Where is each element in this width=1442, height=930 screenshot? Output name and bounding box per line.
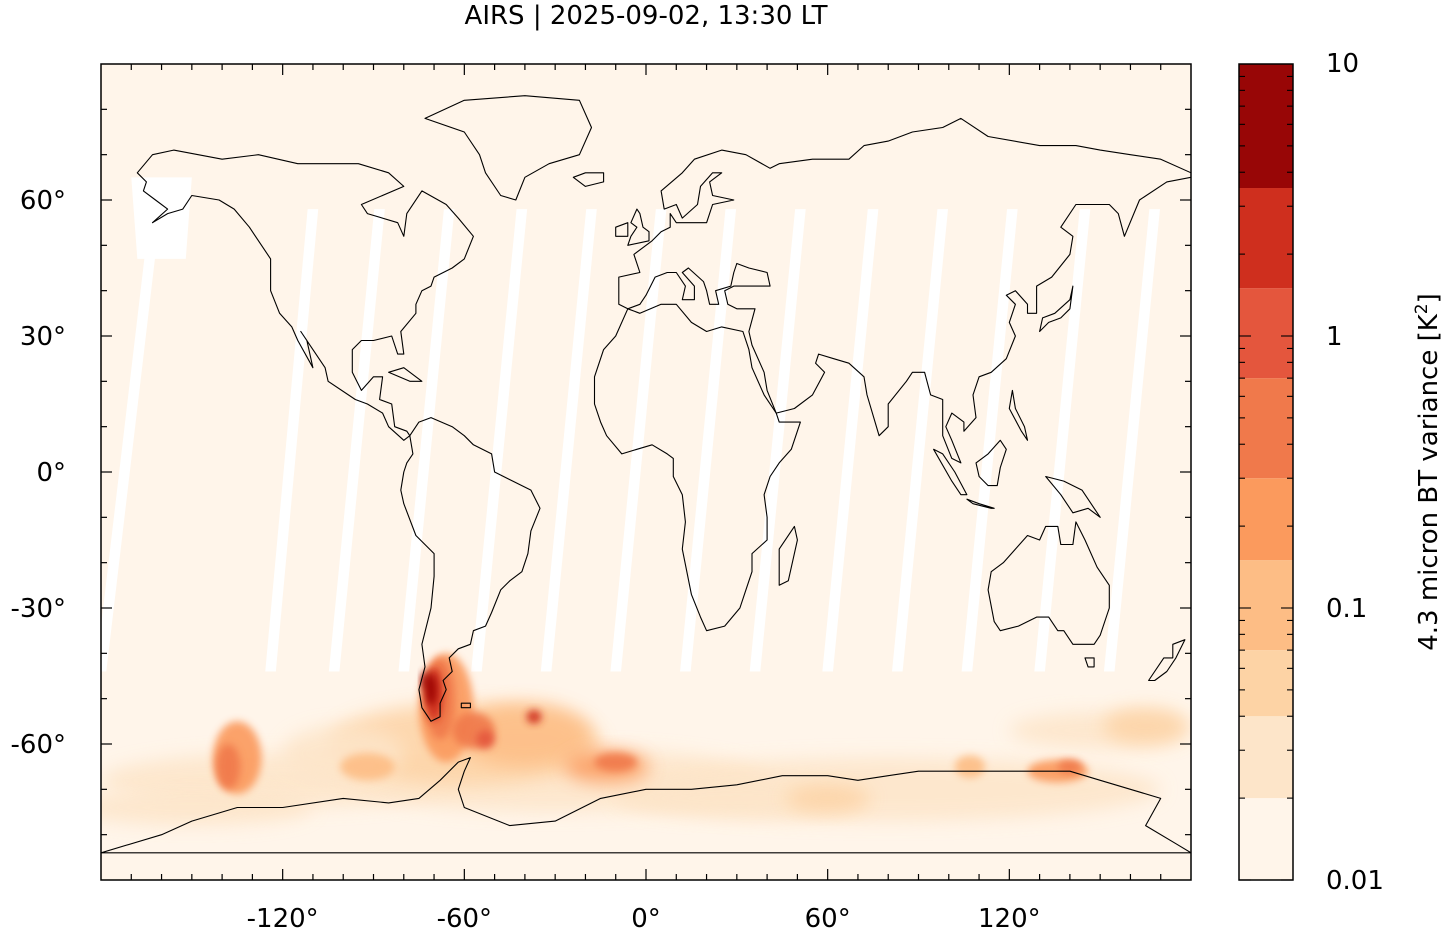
swath-gap xyxy=(892,209,949,672)
swath-gap xyxy=(328,209,385,672)
x-tick-label: 120° xyxy=(978,904,1041,930)
coastline xyxy=(615,222,629,237)
swath-gap xyxy=(398,209,455,672)
variance-blob xyxy=(594,753,637,772)
swath-gap xyxy=(1034,209,1091,672)
colorbar-frame xyxy=(1238,63,1294,881)
coastline xyxy=(778,525,798,586)
colorbar-tick-label: 1 xyxy=(1326,322,1343,352)
swath-gap xyxy=(822,209,879,672)
colorbar-band xyxy=(1239,716,1293,799)
swath-gap xyxy=(961,209,1018,672)
y-tick-labels: 60° 30° 0° -30° -60° xyxy=(11,186,66,760)
y-tick-label: 30° xyxy=(20,322,66,352)
variance-blob xyxy=(476,730,495,749)
coastline xyxy=(987,521,1110,645)
variance-blob xyxy=(340,753,395,781)
variance-blob xyxy=(216,744,241,790)
variance-blob xyxy=(526,710,542,724)
colorbar-band xyxy=(1239,650,1293,717)
coastline xyxy=(1008,389,1029,441)
x-tick-labels: -120° -60° 0° 60° 120° xyxy=(247,904,1041,930)
x-tick-label: -120° xyxy=(247,904,319,930)
colorbar-tick-label: 10 xyxy=(1326,49,1359,79)
coastlines xyxy=(101,95,1191,854)
coastline xyxy=(618,117,1191,464)
swath-gap xyxy=(471,209,528,672)
axis-ticks xyxy=(101,64,1191,880)
y-tick-label: 60° xyxy=(20,186,66,216)
swath-gap xyxy=(101,209,161,672)
colorbar-band xyxy=(1239,798,1293,880)
coastline xyxy=(400,417,541,722)
colorbar-ticks xyxy=(1239,75,1293,881)
colorbar-band xyxy=(1239,288,1293,379)
coastline xyxy=(101,757,1191,854)
swath-gaps xyxy=(101,177,1160,672)
colorbar-bands xyxy=(1239,64,1293,880)
colorbar-band xyxy=(1239,188,1293,289)
x-tick-label: -60° xyxy=(437,904,492,930)
variance-blob xyxy=(1057,759,1082,774)
colorbar-band xyxy=(1239,64,1293,189)
coastline xyxy=(933,448,968,496)
colorbar-label: 4.3 micron BT variance [K2] xyxy=(1412,293,1442,651)
swath-gap xyxy=(610,209,667,672)
y-tick-label: 0° xyxy=(36,458,66,488)
coastline xyxy=(627,208,650,246)
colorbar-band xyxy=(1239,478,1293,561)
x-tick-label: 60° xyxy=(805,904,851,930)
coastline xyxy=(1039,285,1074,333)
variance-blob xyxy=(101,789,313,826)
coastline xyxy=(460,702,471,709)
coastline xyxy=(966,498,995,509)
coastline xyxy=(136,149,474,441)
coastline xyxy=(1148,639,1186,682)
swath-gap xyxy=(265,209,319,672)
map-area: -120° -60° 0° 60° 120° 60° 30° 0° -30° -60° xyxy=(11,63,1192,930)
variance-field xyxy=(101,653,1191,826)
variance-blob xyxy=(421,671,429,690)
swath-gap xyxy=(131,177,192,259)
coastline xyxy=(388,367,423,382)
coastline xyxy=(1045,475,1101,518)
swath-gap xyxy=(749,209,806,672)
coastline xyxy=(424,95,593,201)
coastline xyxy=(975,439,1007,487)
colorbar-band xyxy=(1239,378,1293,479)
colorbar: 0.01 0.1 1 10 4.3 micron BT variance [K2] xyxy=(1238,49,1442,896)
swath-gap xyxy=(1103,209,1160,672)
variance-blob xyxy=(785,784,871,813)
chart-title: AIRS | 2025-09-02, 13:30 LT xyxy=(465,1,828,31)
swath-gap xyxy=(540,209,597,672)
y-tick-label: -60° xyxy=(11,730,66,760)
colorbar-tick-label: 0.01 xyxy=(1326,866,1384,896)
y-tick-label: -30° xyxy=(11,594,66,624)
coastline xyxy=(572,172,605,187)
coastline xyxy=(1084,657,1095,668)
variance-blob xyxy=(954,755,986,779)
variance-blob xyxy=(458,703,592,767)
map-background xyxy=(101,64,1191,880)
colorbar-tick-labels: 0.01 0.1 1 10 xyxy=(1326,49,1384,896)
coastline xyxy=(593,303,801,632)
variance-blob xyxy=(1103,707,1188,744)
colorbar-tick-label: 0.1 xyxy=(1326,594,1367,624)
swath-gap xyxy=(680,209,737,672)
colorbar-band xyxy=(1239,560,1293,651)
x-tick-label: 0° xyxy=(631,904,661,930)
